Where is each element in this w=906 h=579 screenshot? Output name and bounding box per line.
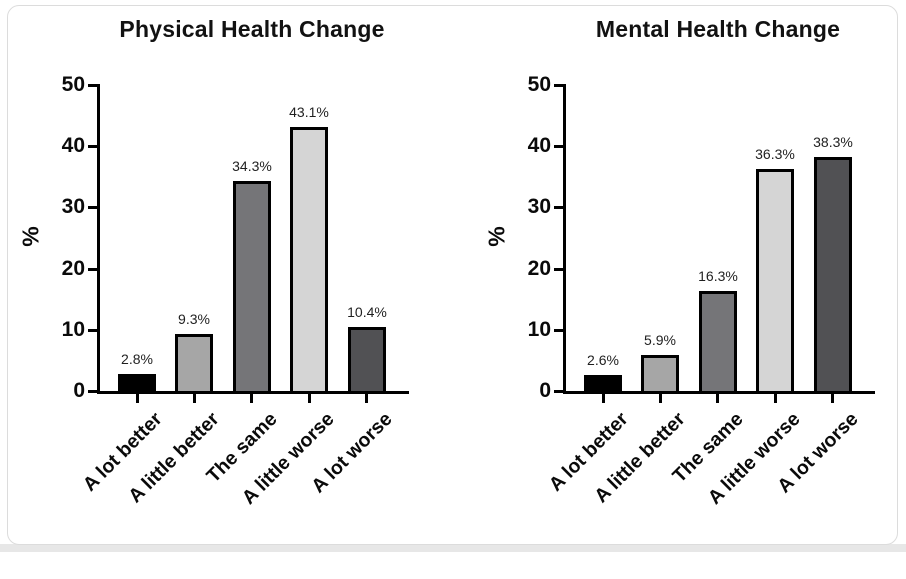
y-axis-tick	[88, 84, 97, 87]
x-axis-tick	[774, 394, 777, 403]
y-axis-tick	[88, 206, 97, 210]
bar-the-same	[699, 291, 737, 394]
bar-chart-mental-health: Mental Health Change 0 10 20 30 40 50% 2.6% A lo…	[483, 16, 875, 509]
bar-value-label: 16.3%	[698, 268, 738, 284]
y-tick-label: 50	[527, 73, 551, 96]
y-axis-tick	[554, 145, 563, 149]
bar-a-lot-better	[118, 374, 156, 394]
y-axis-line	[563, 84, 566, 394]
bar-value-label: 2.8%	[121, 351, 153, 367]
x-axis-tick	[136, 394, 139, 403]
y-axis-tick	[554, 328, 563, 332]
y-axis-line	[97, 84, 100, 394]
y-axis-label: %	[483, 226, 510, 247]
bar-a-little-better	[175, 334, 213, 394]
figure-card	[7, 5, 898, 545]
x-axis-tick	[716, 394, 719, 403]
x-axis-tick	[659, 394, 662, 403]
y-axis-tick	[554, 84, 563, 87]
bar-a-little-better	[641, 355, 679, 394]
bar-a-lot-worse	[814, 157, 852, 394]
y-tick-label: 50	[61, 73, 85, 96]
y-axis-tick	[554, 267, 563, 271]
bar-value-label: 36.3%	[755, 146, 795, 162]
bar-value-label: 10.4%	[347, 304, 387, 320]
bar-a-little-worse	[290, 127, 328, 394]
bar-the-same	[233, 181, 271, 394]
bar-value-label: 34.3%	[232, 158, 272, 174]
y-axis-tick	[88, 390, 97, 393]
y-tick-label: 10	[527, 317, 551, 341]
x-axis-tick	[831, 394, 834, 403]
x-axis-tick	[193, 394, 196, 403]
y-tick-label: 0	[73, 379, 85, 402]
bar-chart-physical-health: Physical Health Change 0 10 20 30 40 50% 2.8% A …	[18, 16, 409, 509]
bar-value-label: 2.6%	[587, 352, 619, 368]
y-axis-tick	[88, 328, 97, 332]
bar-value-label: 5.9%	[644, 332, 676, 348]
y-axis-tick	[88, 145, 97, 149]
y-tick-label: 0	[539, 379, 551, 402]
x-axis-tick	[365, 394, 368, 403]
y-tick-label: 30	[61, 195, 85, 219]
charts-layer: Physical Health Change 0 10 20 30 40 50% 2.8% A …	[18, 16, 875, 509]
page-bottom-strip	[0, 544, 906, 552]
bar-value-label: 43.1%	[289, 104, 329, 120]
y-axis-tick	[554, 390, 563, 393]
y-tick-label: 10	[61, 317, 85, 341]
bar-value-label: 38.3%	[813, 134, 853, 150]
y-tick-label: 20	[527, 256, 551, 280]
y-tick-label: 40	[61, 134, 85, 158]
bar-a-lot-better	[584, 375, 622, 394]
chart-title: Mental Health Change	[595, 16, 841, 42]
y-axis-tick	[88, 267, 97, 271]
bar-value-label: 9.3%	[178, 311, 210, 327]
chart-title: Physical Health Change	[119, 16, 385, 42]
y-axis-tick	[554, 206, 563, 210]
bar-a-lot-worse	[348, 327, 386, 394]
x-axis-tick	[308, 394, 311, 403]
bar-a-little-worse	[756, 169, 794, 394]
y-tick-label: 40	[527, 134, 551, 158]
y-tick-label: 20	[61, 256, 85, 280]
y-tick-label: 30	[527, 195, 551, 219]
x-axis-tick	[602, 394, 605, 403]
x-axis-tick	[250, 394, 253, 403]
